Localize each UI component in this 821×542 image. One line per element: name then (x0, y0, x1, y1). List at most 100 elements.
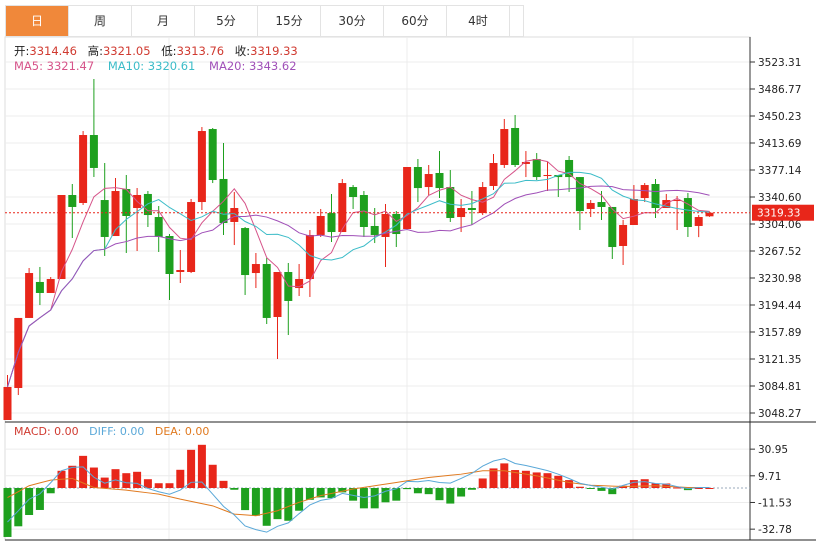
macd-bar (89, 467, 98, 488)
candle-down (241, 228, 250, 276)
macd-bar (435, 488, 444, 501)
macd-bar (133, 471, 142, 488)
macd-bar (662, 483, 671, 488)
macd-bar (349, 488, 358, 501)
tab-7[interactable]: 4时 (447, 6, 510, 36)
candle-up (338, 183, 347, 233)
low-label: 低: (161, 44, 177, 58)
open-value: 3314.46 (29, 44, 77, 58)
ma10-value: MA10: 3320.61 (107, 59, 196, 73)
candle-up (521, 161, 530, 164)
candle-down (284, 271, 293, 301)
macd-bar (208, 464, 217, 488)
candle-down (608, 206, 617, 248)
candle-up (46, 279, 55, 293)
candle-up (619, 225, 628, 246)
macd-bar (295, 488, 304, 511)
macd-readout: MACD: 0.00 DIFF: 0.00 DEA: 0.00 (14, 425, 216, 438)
last-price-badge (752, 204, 814, 221)
macd-bar (316, 488, 325, 498)
macd-bar (694, 488, 703, 489)
ma-readout: MA5: 3321.47 MA10: 3320.61 MA20: 3343.62 (14, 59, 304, 73)
candle-up (197, 131, 206, 203)
candle-down (122, 189, 131, 216)
tab-5[interactable]: 30分 (321, 6, 384, 36)
macd-bar (25, 488, 34, 515)
y-tick-label: 3523.31 (758, 57, 801, 69)
y-tick-label: 3304.06 (758, 219, 802, 231)
macd-value: MACD: 0.00 (14, 425, 79, 438)
macd-bar (565, 480, 574, 488)
ma5-line (7, 158, 710, 388)
candle-up (489, 163, 498, 186)
candle-up (424, 174, 433, 188)
tab-spacer (510, 6, 524, 36)
high-value: 3321.05 (102, 44, 151, 58)
macd-bar (100, 477, 109, 488)
candle-down (651, 183, 660, 209)
candle-down (349, 187, 358, 198)
macd-bar (446, 488, 455, 504)
macd-bar (424, 488, 433, 495)
candle-down (392, 213, 401, 235)
macd-bar (14, 488, 23, 527)
ma10-line (7, 171, 710, 388)
high-label: 高: (87, 44, 103, 58)
macd-bar (327, 488, 336, 499)
tab-6[interactable]: 60分 (384, 6, 447, 36)
macd-bar (176, 469, 185, 488)
candle-down (435, 172, 444, 189)
macd-bar (219, 480, 228, 488)
macd-bar (154, 483, 163, 488)
macd-bar (35, 488, 44, 510)
candle-down (370, 225, 379, 235)
macd-bar (143, 479, 152, 488)
candle-up (705, 212, 714, 217)
diff-line (7, 457, 710, 533)
y-tick-label: 3267.52 (758, 246, 801, 258)
candle-up (640, 185, 649, 199)
macd-bar (197, 444, 206, 488)
candle-up (543, 174, 552, 177)
tab-2[interactable]: 月 (132, 6, 195, 36)
macd-bar (284, 488, 293, 521)
y-tick-label: 3450.23 (758, 111, 801, 123)
y-tick-label: 3084.81 (758, 381, 801, 393)
macd-bar (370, 488, 379, 509)
candle-down (446, 187, 455, 218)
candle-up (316, 215, 325, 235)
candle-down (143, 193, 152, 216)
candle-up (381, 213, 390, 237)
ohlc-readout: 开:3314.46 高:3321.05 低:3313.76 收:3319.33 (14, 43, 305, 59)
dea-line (7, 470, 710, 517)
macd-bar (187, 449, 196, 488)
candle-up (25, 273, 34, 318)
candle-down (327, 213, 336, 233)
macd-bar (359, 488, 368, 509)
macd-bar (511, 470, 520, 488)
candle-down (511, 127, 520, 166)
candle-up (457, 208, 466, 218)
candle-up (295, 279, 304, 289)
macd-bar (305, 488, 314, 500)
candle-up (111, 191, 120, 237)
candle-up (273, 271, 282, 317)
last-price-label: 3319.33 (757, 208, 800, 220)
macd-bar (467, 488, 476, 490)
tab-0[interactable]: 日 (6, 6, 69, 36)
macd-bar (413, 488, 422, 494)
tab-3[interactable]: 5分 (195, 6, 258, 36)
macd-bar (3, 488, 12, 537)
close-value: 3319.33 (250, 44, 298, 58)
tab-4[interactable]: 15分 (258, 6, 321, 36)
ma20-line (7, 185, 710, 388)
candle-up (57, 195, 66, 280)
tab-1[interactable]: 周 (69, 6, 132, 36)
macd-bar (392, 488, 401, 501)
period-tabs: 日周月 5分 15分 30分 60分 4时 (5, 5, 524, 37)
macd-bar (381, 488, 390, 503)
candle-down (683, 198, 692, 228)
y-tick-label: 3121.35 (758, 354, 801, 366)
y-tick-label: 3413.69 (758, 138, 801, 150)
